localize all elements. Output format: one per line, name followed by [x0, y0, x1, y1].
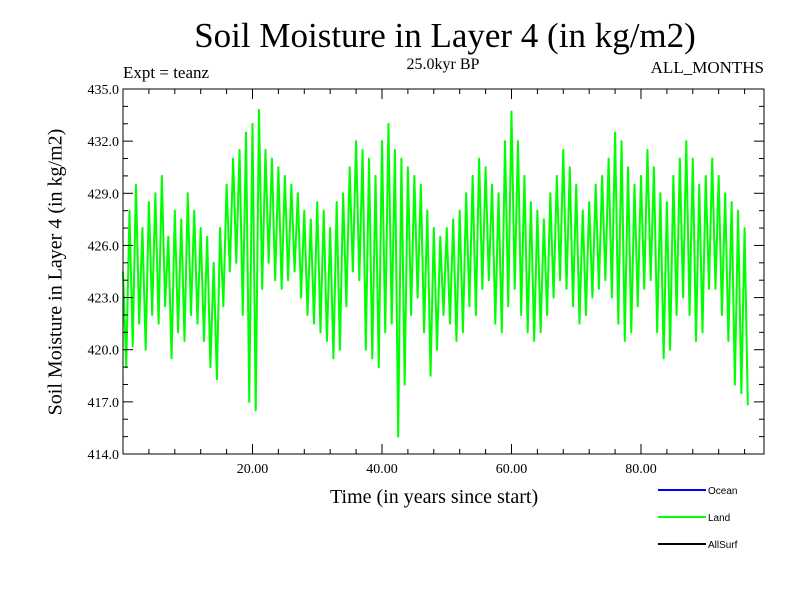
series-layer [122, 108, 749, 438]
ticks-layer: 414.0 417.0 420.0 423.0 426.0 429.0 432.0 435.0… [88, 83, 764, 477]
series-line-land [122, 108, 749, 438]
x-tick-label: 20.00 [237, 462, 269, 477]
chart-subtitle: 25.0kyr BP [406, 56, 480, 73]
plot-frame [122, 88, 765, 455]
x-tick-label: 80.00 [625, 462, 657, 477]
x-tick-label: 40.00 [366, 462, 398, 477]
legend-label-allsurf: AllSurf [708, 540, 738, 551]
y-tick-label: 420.0 [88, 344, 120, 359]
y-tick-label: 426.0 [88, 239, 120, 254]
y-tick-label: 423.0 [88, 292, 120, 307]
x-tick-label: 60.00 [496, 462, 528, 477]
y-tick-label: 435.0 [88, 83, 120, 98]
y-tick-label: 429.0 [88, 187, 120, 202]
chart-title: Soil Moisture in Layer 4 (in kg/m2) [194, 16, 696, 55]
y-tick-label: 432.0 [88, 135, 120, 150]
experiment-label: Expt = teanz [123, 63, 210, 82]
months-label: ALL_MONTHS [650, 58, 764, 77]
legend-label-ocean: Ocean [708, 486, 737, 497]
x-axis-title: Time (in years since start) [330, 486, 539, 508]
legend: Ocean Land AllSurf [658, 486, 738, 551]
y-tick-label: 417.0 [88, 396, 120, 411]
y-tick-label: 414.0 [88, 448, 120, 463]
legend-label-land: Land [708, 513, 730, 524]
